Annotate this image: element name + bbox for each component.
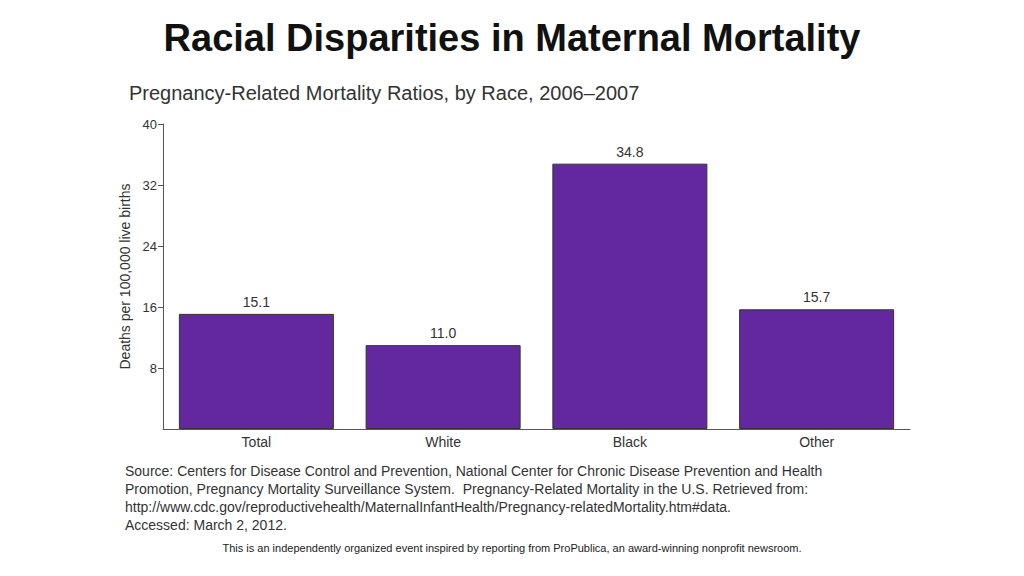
svg-text:40: 40: [143, 117, 157, 132]
svg-text:8: 8: [150, 361, 157, 376]
svg-text:15.1: 15.1: [243, 294, 270, 310]
svg-text:Accessed: March 2, 2012.: Accessed: March 2, 2012.: [125, 517, 287, 533]
svg-text:11.0: 11.0: [430, 325, 456, 341]
svg-text:Pregnancy-Related Mortality Ra: Pregnancy-Related Mortality Ratios, by R…: [129, 82, 639, 104]
svg-text:Black: Black: [613, 434, 648, 450]
svg-text:http://www.cdc.gov/reproductiv: http://www.cdc.gov/reproductivehealth/Ma…: [125, 499, 731, 515]
svg-text:32: 32: [143, 178, 157, 193]
svg-text:White: White: [425, 434, 461, 450]
svg-text:16: 16: [143, 300, 157, 315]
svg-text:Source: Centers for Disease Co: Source: Centers for Disease Control and …: [125, 463, 822, 479]
svg-text:Deaths per 100,000 live births: Deaths per 100,000 live births: [117, 184, 133, 370]
svg-text:Promotion, Pregnancy Mortality: Promotion, Pregnancy Mortality Surveilla…: [125, 481, 808, 497]
svg-text:Racial Disparities in Maternal: Racial Disparities in Maternal Mortality: [164, 17, 861, 59]
svg-text:34.8: 34.8: [616, 144, 643, 160]
svg-text:24: 24: [143, 239, 157, 254]
svg-text:This is an independently organ: This is an independently organized event…: [222, 542, 801, 554]
svg-text:Other: Other: [799, 434, 834, 450]
svg-text:Total: Total: [242, 434, 272, 450]
svg-text:15.7: 15.7: [803, 289, 830, 305]
